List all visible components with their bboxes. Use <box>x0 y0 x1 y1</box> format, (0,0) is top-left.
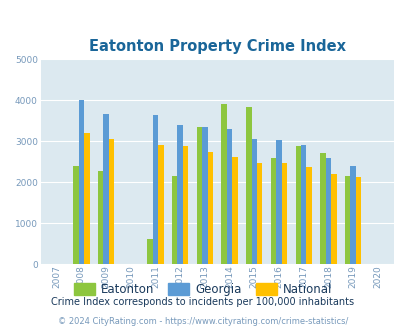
Bar <box>325 158 330 264</box>
Bar <box>147 240 152 264</box>
Bar <box>172 176 177 264</box>
Bar <box>221 104 226 264</box>
Bar <box>182 146 188 264</box>
Legend: Eatonton, Georgia, National: Eatonton, Georgia, National <box>69 278 336 301</box>
Bar <box>245 107 251 264</box>
Bar <box>300 145 306 264</box>
Bar <box>330 174 336 264</box>
Bar <box>84 133 89 264</box>
Bar <box>109 139 114 264</box>
Bar <box>152 115 158 264</box>
Bar <box>73 166 79 264</box>
Bar <box>281 163 286 264</box>
Bar <box>103 114 109 264</box>
Bar <box>350 166 355 264</box>
Bar <box>295 146 300 264</box>
Bar <box>270 158 275 264</box>
Bar <box>355 177 360 264</box>
Bar <box>344 176 350 264</box>
Text: © 2024 CityRating.com - https://www.cityrating.com/crime-statistics/: © 2024 CityRating.com - https://www.city… <box>58 317 347 326</box>
Bar <box>98 171 103 264</box>
Bar <box>207 152 213 264</box>
Bar <box>196 127 202 264</box>
Bar <box>232 157 237 264</box>
Bar <box>226 129 232 264</box>
Bar <box>158 145 163 264</box>
Bar <box>306 167 311 264</box>
Bar <box>202 126 207 264</box>
Bar <box>177 125 182 264</box>
Bar <box>251 139 256 264</box>
Bar <box>79 100 84 264</box>
Title: Eatonton Property Crime Index: Eatonton Property Crime Index <box>88 39 345 54</box>
Bar <box>256 162 262 264</box>
Text: Crime Index corresponds to incidents per 100,000 inhabitants: Crime Index corresponds to incidents per… <box>51 297 354 307</box>
Bar <box>320 153 325 264</box>
Bar <box>275 141 281 264</box>
